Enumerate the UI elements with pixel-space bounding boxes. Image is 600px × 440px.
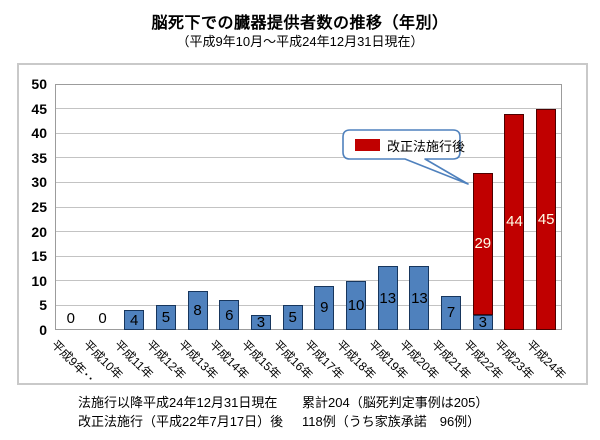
bar-segment-blue: 5 [282,305,303,330]
bar-segment-red: 44 [504,113,525,330]
bar-segment-red: 45 [536,108,557,330]
gridline [55,132,562,134]
chart-subtitle: （平成9年10月～平成24年12月31日現在） [176,34,424,49]
bar-value-label: 7 [446,304,456,322]
y-axis-tick: 20 [31,223,47,240]
chart-title: 脳死下での臓器提供者数の推移（年別） [151,15,449,32]
footnote-line2-right: 118例（うち家族承諾 96例） [302,414,481,429]
footnote: 法施行以降平成24年12月31日現在 累計204（脳死判定事例は205） 改正法… [78,395,488,430]
bar-value-label: 13 [379,289,397,307]
bar-segment-blue: 9 [314,285,335,330]
bar-value-label: 10 [347,296,365,314]
bar-value-label: 5 [288,309,297,327]
y-axis-tick: 15 [31,248,47,265]
y-axis-tick: 5 [39,297,47,314]
gridline [55,206,562,208]
bar-segment-blue: 5 [155,305,176,330]
bar-value-label: 13 [411,289,428,307]
bar-segment-blue: 3 [472,314,493,332]
legend-callout: 改正法施行後 [355,136,465,154]
bar-value-label: 9 [320,299,329,317]
y-axis-tick: 10 [31,272,47,289]
bar-value-label: 3 [478,314,487,332]
bar-segment-blue: 4 [124,310,145,330]
y-axis-tick: 45 [31,100,47,117]
footnote-line1-left: 法施行以降平成24年12月31日現在 [78,395,278,410]
bar-segment-blue: 3 [250,314,271,332]
footnote-line2-left: 改正法施行（平成22年7月17日）後 [78,414,284,429]
bar-segment-blue: 13 [377,266,398,330]
y-axis-tick: 30 [31,174,47,191]
bar-value-label: 6 [225,306,234,324]
gridline [55,304,562,306]
bar-segment-blue: 13 [409,266,430,330]
bar-value-label: 8 [193,301,202,319]
bar-segment-blue: 10 [346,280,367,330]
y-axis-tick: 25 [31,199,47,215]
y-axis-tick: 50 [31,76,47,92]
legend-swatch-red [355,139,380,151]
bar-segment-blue: 7 [441,295,462,330]
zero-value-label: 0 [66,310,76,327]
bar-value-label: 3 [256,314,266,332]
y-axis-tick: 40 [31,125,47,142]
bar-value-label: 29 [474,235,492,253]
gridline [55,231,562,233]
bar-segment-blue: 6 [219,300,240,330]
gridline [55,108,562,110]
plot-area-border [55,84,562,330]
bar-value-label: 5 [161,309,171,327]
bar-segment-red: 29 [472,172,493,316]
zero-value-label: 0 [98,310,107,327]
footnote-line1-right: 累計204（脳死判定事例は205） [302,395,489,410]
gridline [55,157,562,159]
gridline [55,255,562,257]
bar-value-label: 45 [537,210,555,228]
y-axis-tick: 35 [31,149,47,166]
bar-segment-blue: 8 [187,290,208,330]
y-axis-tick: 0 [39,322,47,338]
legend-label: 改正法施行後 [387,138,466,154]
chart-box: 0 5 10 15 20 25 30 35 40 45 50 0 平成9年･･ 0 平成10年 4 平成11年 5… [17,63,588,386]
bar-value-label: 4 [130,311,139,329]
gridline [55,280,562,282]
bar-value-label: 44 [506,213,523,231]
gridline [55,181,562,183]
